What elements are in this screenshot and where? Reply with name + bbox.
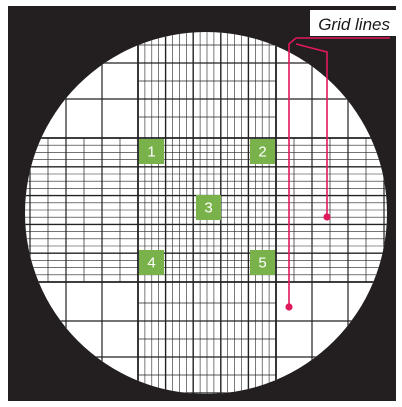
- counting-square-1: [139, 139, 164, 164]
- callout-line-outer: [288, 37, 297, 307]
- counting-square-label: 4: [147, 255, 155, 272]
- callout-label: Grid lines: [318, 15, 390, 34]
- counting-square-label: 3: [204, 200, 212, 217]
- counting-square-2: [250, 139, 275, 164]
- counting-squares: 1 2 3 4 5: [139, 139, 275, 275]
- counting-square-label: 5: [258, 255, 266, 272]
- grid-lines-callout: [285, 37, 390, 311]
- counting-square-label: 1: [147, 144, 155, 161]
- counting-square-label: 2: [258, 144, 266, 161]
- counting-square-4: [139, 250, 164, 275]
- callout-dot-inner: [323, 213, 331, 221]
- counting-square-3: [196, 195, 221, 220]
- callout-line-inner: [295, 43, 328, 217]
- callout-label-background: [310, 10, 396, 36]
- counting-square-5: [250, 250, 275, 275]
- callout-dot-outer: [285, 303, 293, 311]
